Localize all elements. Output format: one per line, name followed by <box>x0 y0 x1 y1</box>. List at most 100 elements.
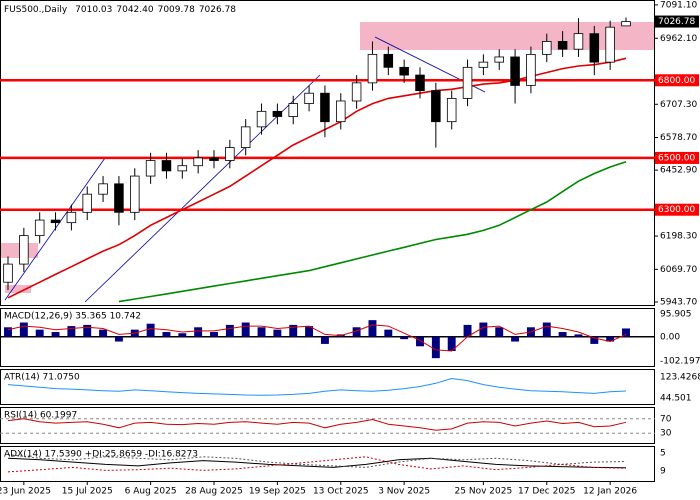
level-label-box <box>655 74 699 87</box>
x-tick-label: 25 Nov 2025 <box>455 487 513 497</box>
candle-body <box>462 66 473 99</box>
histogram-bar <box>574 334 583 337</box>
level-label: 6500.00 <box>658 153 695 163</box>
y-tick-label: 6198.30 <box>660 232 697 242</box>
y-tick-label: 5 <box>660 449 666 459</box>
candle-body <box>399 66 409 76</box>
candle-body <box>288 103 298 117</box>
level-label-box <box>655 151 699 164</box>
candle-body <box>336 100 346 123</box>
y-tick-label: 70 <box>660 414 672 424</box>
ma-line <box>118 161 627 303</box>
histogram-bar <box>210 332 218 337</box>
histogram-bar <box>416 336 424 347</box>
histogram-bar <box>114 336 123 342</box>
candle-body <box>304 92 314 104</box>
x-tick-label: 28 Aug 2025 <box>185 487 243 497</box>
histogram-bar <box>447 336 456 352</box>
histogram-bar <box>178 333 187 337</box>
histogram-bar <box>99 329 108 337</box>
histogram-bar <box>19 322 28 337</box>
panel-title: MACD(12,26,9) 35.365 10.742 <box>4 312 141 322</box>
candle-body <box>50 219 61 224</box>
candle-body <box>98 183 108 195</box>
y-tick-label: 7091.10 <box>660 0 697 10</box>
y-tick-label: 5943.70 <box>660 297 697 307</box>
indicator-line <box>7 456 627 473</box>
indicator-line <box>7 418 627 431</box>
x-tick-label: 19 Sep 2025 <box>249 487 306 497</box>
histogram-bar <box>352 327 361 337</box>
level-label: 6800.00 <box>658 76 695 86</box>
candle-body <box>621 21 631 27</box>
trendline <box>4 157 106 301</box>
histogram-bar <box>289 324 298 337</box>
candle-body <box>82 193 92 213</box>
candle-body <box>573 33 584 50</box>
candle-body <box>145 160 156 177</box>
y-tick-label: 95.905 <box>660 310 692 320</box>
candle-body <box>494 56 504 63</box>
y-tick-label: 6578.70 <box>660 133 697 143</box>
histogram-bar <box>479 322 488 337</box>
histogram-bar <box>463 324 472 337</box>
x-tick-label: 6 Aug 2025 <box>125 487 177 497</box>
candle-body <box>526 53 536 86</box>
y-tick-label: 30 <box>660 429 672 439</box>
histogram-bar <box>146 323 155 337</box>
candle-body <box>66 211 77 224</box>
histogram-bar <box>35 329 44 337</box>
candle-body <box>225 147 235 161</box>
panel-title: RSI(14) 60.1997 <box>4 411 77 421</box>
candle-body <box>478 61 489 68</box>
last-price-label: 7026.78 <box>658 17 695 27</box>
histogram-bar <box>162 332 171 337</box>
chart-title: FUS500.,Daily 7010.03 7042.40 7009.78 7026.7… <box>4 5 236 15</box>
frame <box>0 407 655 444</box>
y-tick-label: 123.4268 <box>660 373 700 383</box>
x-tick-label: 3 Nov 2025 <box>378 487 430 497</box>
candle-body <box>272 110 283 117</box>
zone <box>5 285 31 293</box>
histogram-bar <box>368 320 377 337</box>
candle-body <box>193 157 203 167</box>
y-tick-label: 6707.30 <box>660 100 697 110</box>
candle-body <box>557 41 568 50</box>
x-tick-label: 23 Jun 2025 <box>0 487 51 497</box>
candle-body <box>19 235 29 265</box>
x-tick-label: 15 Jul 2025 <box>62 487 113 497</box>
histogram-bar <box>4 327 12 337</box>
y-tick-label: 6452.90 <box>660 166 697 176</box>
candle-body <box>161 160 172 172</box>
candle-body <box>542 41 552 55</box>
histogram-bar <box>400 336 409 340</box>
candle-body <box>256 110 267 128</box>
frame <box>0 0 655 306</box>
histogram-bar <box>495 327 504 337</box>
header-value: 7009.78 <box>158 5 195 15</box>
x-tick-label: 17 Dec 2025 <box>518 487 576 497</box>
frame <box>0 446 655 482</box>
histogram-bar <box>225 324 234 337</box>
level-label: 6300.00 <box>658 205 695 215</box>
histogram-bar <box>257 327 266 337</box>
header-value: 7010.03 <box>75 5 112 15</box>
histogram-bar <box>542 322 551 337</box>
y-tick-label: 6962.10 <box>660 34 697 44</box>
ma-line <box>7 57 627 299</box>
panel-title: ATR(14) 71.0750 <box>4 373 80 383</box>
last-price-box <box>655 15 699 28</box>
histogram-bar <box>384 329 393 337</box>
frame <box>0 369 655 405</box>
candle-body <box>34 219 45 237</box>
candle-body <box>367 53 378 84</box>
candle-body <box>209 157 219 161</box>
candle-body <box>605 26 615 63</box>
candle-body <box>510 56 520 86</box>
histogram-bar <box>51 332 60 337</box>
histogram-bar <box>320 336 329 344</box>
y-tick-label: 0.00 <box>660 332 680 342</box>
candle-body <box>177 165 188 172</box>
x-tick-label: 13 Oct 2025 <box>313 487 369 497</box>
histogram-bar <box>590 336 599 344</box>
